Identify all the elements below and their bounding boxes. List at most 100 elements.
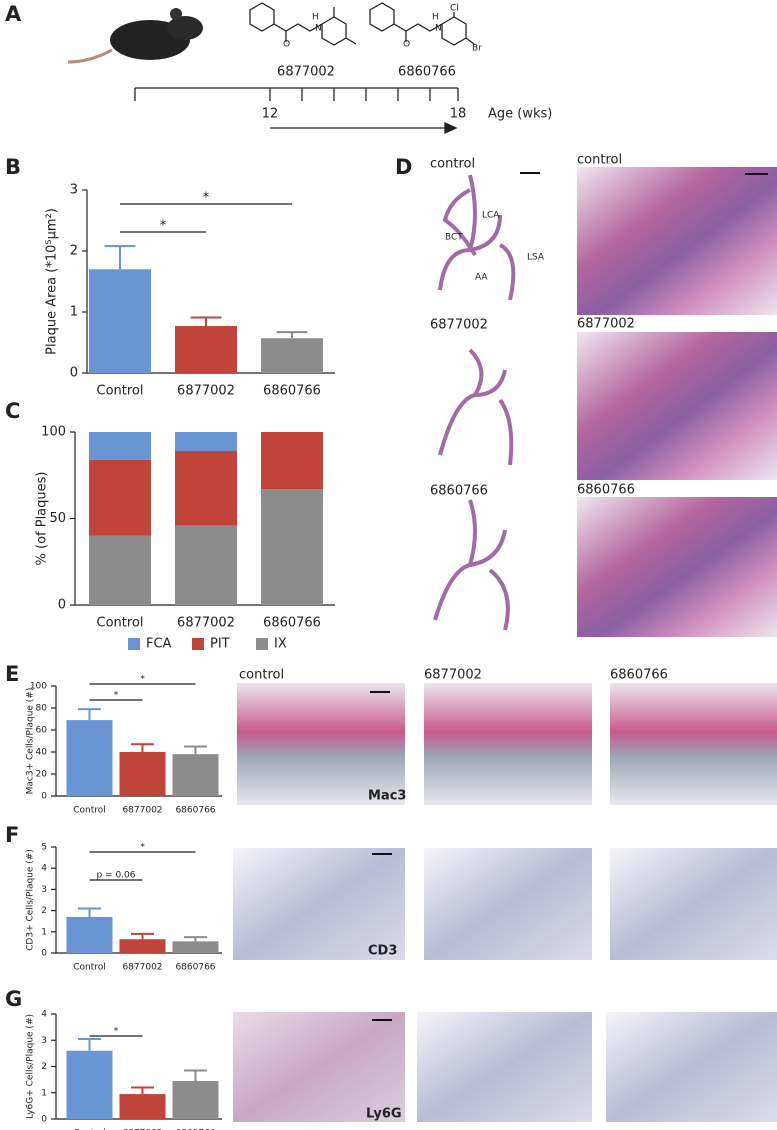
- error-bar: [190, 316, 222, 327]
- y-tick-label: 3: [70, 183, 78, 198]
- x-tick-label: 6860766: [175, 963, 215, 973]
- y-axis-label: Ly6G+ Cells/Plaque (#): [26, 1014, 36, 1119]
- x-tick-label: Control: [97, 616, 144, 631]
- micrograph-label: control: [577, 153, 622, 168]
- x-tick-label: 6877002: [177, 384, 235, 399]
- x-tick-label: Control: [73, 1129, 106, 1130]
- y-axis-label: Plaque Area (*10⁵µm²): [45, 208, 60, 355]
- x-tick-label: 6860766: [263, 384, 321, 399]
- significance-label: p = 0.06: [96, 871, 135, 881]
- micrograph-label: control: [430, 157, 475, 172]
- y-tick-label: 0: [58, 598, 66, 613]
- micrograph: [577, 497, 777, 637]
- micrograph: [233, 848, 405, 960]
- timeline-tick: 12: [262, 107, 279, 122]
- panel-label: E: [5, 662, 19, 686]
- y-tick-label: 80: [36, 704, 48, 714]
- bar: [175, 326, 237, 373]
- panel-label: D: [395, 155, 412, 179]
- significance-label: *: [114, 691, 119, 701]
- error-bar: [184, 745, 207, 755]
- micrograph: [237, 683, 405, 805]
- bar: [66, 720, 113, 796]
- y-tick-label: 0: [41, 949, 47, 959]
- micrograph-label: 6877002: [430, 318, 488, 333]
- aorta-label: BCT: [445, 233, 463, 243]
- micrograph: [577, 332, 777, 480]
- y-tick-label: 2: [70, 244, 78, 259]
- bar-segment: [175, 525, 237, 605]
- y-tick-label: 4: [41, 864, 47, 874]
- y-tick-label: 1: [41, 927, 47, 937]
- micrograph: [424, 848, 592, 960]
- panel-label: B: [5, 155, 21, 179]
- bar: [172, 1080, 219, 1119]
- x-tick-label: 6860766: [175, 806, 215, 816]
- y-tick-label: 3: [41, 885, 47, 895]
- significance-label: *: [160, 219, 167, 234]
- x-tick-label: Control: [97, 384, 144, 399]
- compound-label: 6877002: [277, 65, 335, 80]
- y-tick-label: 20: [36, 770, 48, 780]
- bar-segment: [89, 459, 151, 536]
- bar-segment: [89, 432, 151, 460]
- micrograph: [606, 1012, 777, 1122]
- significance-label: *: [140, 675, 145, 685]
- error-bar: [276, 331, 308, 339]
- y-tick-label: 100: [30, 682, 47, 692]
- panel-label: G: [5, 987, 22, 1011]
- chemical-structure: [249, 2, 475, 46]
- error-bar: [184, 1069, 207, 1081]
- bar-segment: [175, 451, 237, 526]
- legend-swatch: [256, 638, 268, 650]
- aorta-label: AA: [475, 273, 488, 283]
- aorta-label: LCA: [482, 211, 500, 221]
- timeline-tick: 18: [450, 107, 467, 122]
- x-tick-label: 6860766: [263, 616, 321, 631]
- atom-label: O: [403, 40, 410, 50]
- y-tick-label: 100: [41, 425, 66, 440]
- y-axis-label: % (of Plaques): [35, 472, 50, 566]
- y-tick-label: 60: [36, 726, 48, 736]
- y-tick-label: 50: [49, 511, 66, 526]
- y-tick-label: 4: [41, 1010, 47, 1020]
- bar: [89, 269, 151, 373]
- y-tick-label: 3: [41, 1036, 47, 1046]
- micrograph: [424, 683, 592, 805]
- x-tick-label: 6877002: [122, 963, 162, 973]
- mouse-illustration: [67, 8, 203, 64]
- panel-label: C: [5, 399, 20, 423]
- panel-label: F: [5, 823, 19, 847]
- stain-label: Ly6G: [366, 1107, 402, 1122]
- micrograph: [233, 1012, 405, 1122]
- charts: 0 1 2 3 Plaque Area (*10⁵µm²) Control 6877002 6…: [26, 183, 335, 1130]
- bar: [119, 752, 166, 796]
- significance-label: *: [140, 843, 145, 853]
- micrograph: [417, 1012, 592, 1122]
- bar: [172, 941, 219, 953]
- bar: [261, 338, 323, 373]
- legend-label: FCA: [146, 637, 172, 652]
- timeline-axis-label: Age (wks): [488, 107, 552, 122]
- y-tick-label: 5: [41, 843, 47, 853]
- bar: [66, 1050, 113, 1119]
- aorta-illustration: [433, 174, 516, 631]
- bar-segment: [89, 535, 151, 605]
- y-axis-label: Mac3+ Cells/Plaque (#): [26, 688, 36, 795]
- y-tick-label: 2: [41, 906, 47, 916]
- stain-label: Mac3: [368, 789, 406, 804]
- x-tick-label: 6877002: [122, 806, 162, 816]
- micrograph-label: 6877002: [577, 317, 635, 332]
- micrograph-label: control: [239, 668, 284, 683]
- error-bar: [131, 743, 154, 752]
- bar: [66, 916, 113, 953]
- y-tick-label: 2: [41, 1062, 47, 1072]
- x-tick-label: 6860766: [175, 1129, 215, 1130]
- y-tick-label: 1: [41, 1088, 47, 1098]
- error-bar: [104, 245, 136, 270]
- legend-label: PIT: [210, 637, 230, 652]
- legend-label: IX: [274, 637, 287, 652]
- micrograph: [577, 167, 777, 315]
- error-bar: [131, 1086, 154, 1095]
